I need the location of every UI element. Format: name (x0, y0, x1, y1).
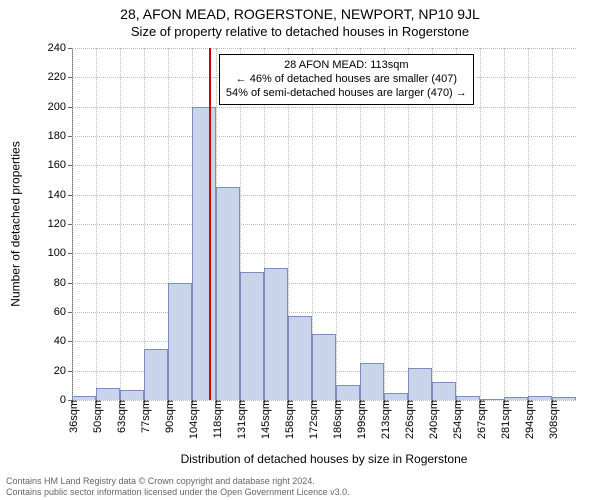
x-tick: 145sqm (256, 400, 272, 439)
y-tick: 140 (48, 189, 72, 201)
bar (552, 397, 576, 400)
gridline-v (504, 48, 505, 400)
bar (456, 396, 480, 400)
gridline-v (480, 48, 481, 400)
y-tick: 240 (48, 42, 72, 54)
annotation-line: ← 46% of detached houses are smaller (40… (226, 73, 467, 87)
x-tick: 77sqm (136, 400, 152, 433)
footer-line-1: Contains HM Land Registry data © Crown c… (6, 476, 594, 487)
footer: Contains HM Land Registry data © Crown c… (6, 476, 594, 498)
y-tick: 160 (48, 159, 72, 171)
bar (96, 388, 120, 400)
bar (168, 283, 192, 400)
x-tick: 308sqm (544, 400, 560, 439)
plot: 02040608010012014016018020022024036sqm50… (72, 48, 576, 400)
gridline-v (120, 48, 121, 400)
x-tick: 131sqm (232, 400, 248, 439)
bar (432, 382, 456, 400)
gridline-h (72, 165, 576, 166)
gridline-v (528, 48, 529, 400)
x-tick: 172sqm (304, 400, 320, 439)
x-tick: 199sqm (352, 400, 368, 439)
annotation-box: 28 AFON MEAD: 113sqm← 46% of detached ho… (219, 54, 474, 105)
gridline-h (72, 283, 576, 284)
y-tick: 80 (54, 277, 72, 289)
gridline-h (72, 48, 576, 49)
gridline-h (72, 312, 576, 313)
bar (480, 399, 504, 400)
x-tick: 240sqm (424, 400, 440, 439)
bar (504, 397, 528, 400)
bar (336, 385, 360, 400)
gridline-v (552, 48, 553, 400)
gridline-h (72, 107, 576, 108)
y-tick: 20 (54, 365, 72, 377)
gridline-v (96, 48, 97, 400)
bar (264, 268, 288, 400)
y-axis-label: Number of detached properties (9, 141, 23, 306)
x-tick: 226sqm (400, 400, 416, 439)
x-tick: 104sqm (184, 400, 200, 439)
y-tick: 100 (48, 247, 72, 259)
bar (240, 272, 264, 400)
marker-line (209, 48, 211, 400)
gridline-v (72, 48, 73, 400)
bar (528, 396, 552, 400)
x-tick: 281sqm (496, 400, 512, 439)
bar (144, 349, 168, 400)
gridline-h (72, 195, 576, 196)
x-tick: 254sqm (448, 400, 464, 439)
x-tick: 213sqm (376, 400, 392, 439)
x-tick: 267sqm (472, 400, 488, 439)
x-tick: 294sqm (520, 400, 536, 439)
bar (120, 390, 144, 400)
bar (288, 316, 312, 400)
x-axis-label: Distribution of detached houses by size … (72, 452, 576, 466)
bar (192, 107, 216, 400)
annotation-line: 54% of semi-detached houses are larger (… (226, 87, 467, 101)
y-tick: 120 (48, 218, 72, 230)
chart-root: { "title_main": "28, AFON MEAD, ROGERSTO… (0, 0, 600, 500)
chart-subtitle: Size of property relative to detached ho… (0, 22, 600, 39)
x-tick: 118sqm (208, 400, 224, 438)
bar (384, 393, 408, 400)
y-tick: 200 (48, 101, 72, 113)
x-tick: 158sqm (280, 400, 296, 439)
y-tick: 220 (48, 71, 72, 83)
gridline-h (72, 224, 576, 225)
bar (312, 334, 336, 400)
x-tick: 63sqm (112, 400, 128, 433)
x-tick: 90sqm (160, 400, 176, 433)
gridline-h (72, 253, 576, 254)
x-tick: 36sqm (64, 400, 80, 433)
chart-area: 02040608010012014016018020022024036sqm50… (72, 48, 576, 400)
y-tick: 60 (54, 306, 72, 318)
y-tick: 180 (48, 130, 72, 142)
bar (216, 187, 240, 400)
gridline-v (144, 48, 145, 400)
bar (72, 396, 96, 400)
bar (408, 368, 432, 400)
page-title: 28, AFON MEAD, ROGERSTONE, NEWPORT, NP10… (0, 0, 600, 22)
annotation-line: 28 AFON MEAD: 113sqm (226, 59, 467, 73)
y-axis-label-wrap: Number of detached properties (6, 48, 26, 400)
bar (360, 363, 384, 400)
x-tick: 50sqm (88, 400, 104, 433)
footer-line-2: Contains public sector information licen… (6, 487, 594, 498)
x-tick: 186sqm (328, 400, 344, 439)
y-tick: 40 (54, 335, 72, 347)
gridline-h (72, 136, 576, 137)
